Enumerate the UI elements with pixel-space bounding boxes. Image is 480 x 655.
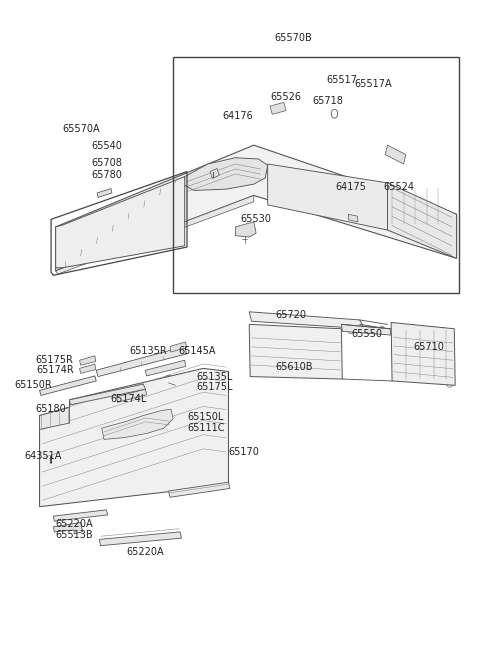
Polygon shape [56,225,62,271]
Text: 65174R: 65174R [36,365,73,375]
Polygon shape [145,360,186,376]
Text: 65513B: 65513B [56,530,93,540]
Polygon shape [348,214,358,222]
Text: 65550: 65550 [351,329,382,339]
Circle shape [394,329,400,338]
Polygon shape [210,168,219,178]
Polygon shape [391,322,455,385]
Polygon shape [117,389,146,402]
Text: 65135R: 65135R [129,346,167,356]
Text: 65540: 65540 [92,141,122,151]
Circle shape [48,452,54,461]
Text: 65170: 65170 [228,447,259,457]
Text: 65220A: 65220A [127,547,164,557]
Circle shape [211,174,215,179]
Text: 65175L: 65175L [197,383,233,392]
Text: 65526: 65526 [271,92,301,102]
Text: 65780: 65780 [92,170,122,180]
Polygon shape [56,145,456,271]
Circle shape [348,326,353,334]
Text: 65718: 65718 [312,96,343,106]
Text: 65135L: 65135L [197,372,233,382]
Polygon shape [387,183,456,258]
Text: 65111C: 65111C [187,423,225,433]
Polygon shape [168,482,230,497]
Text: 65175R: 65175R [36,355,74,365]
Circle shape [446,379,453,387]
Text: 65145A: 65145A [178,346,216,356]
Circle shape [331,109,338,118]
Text: 65180: 65180 [36,403,66,413]
Text: 65530: 65530 [240,214,272,225]
Bar [173,57,459,293]
Polygon shape [102,409,173,440]
Text: 65720: 65720 [275,310,306,320]
Text: 65517: 65517 [326,75,357,85]
Polygon shape [80,364,96,373]
Text: 65570A: 65570A [62,124,100,134]
Polygon shape [39,368,228,507]
Polygon shape [235,222,256,237]
Polygon shape [99,532,181,546]
Text: 65150R: 65150R [15,380,52,390]
Polygon shape [39,407,70,430]
Polygon shape [56,177,185,268]
Circle shape [366,326,372,334]
Text: 64176: 64176 [222,111,253,121]
Circle shape [208,466,216,477]
Polygon shape [39,376,96,396]
Text: 65220A: 65220A [56,519,93,529]
Polygon shape [182,158,268,191]
Ellipse shape [277,341,304,358]
Text: 65174L: 65174L [110,394,147,403]
Polygon shape [270,102,286,115]
Polygon shape [341,324,391,335]
Polygon shape [170,342,187,352]
Circle shape [88,473,96,484]
Text: 65710: 65710 [413,342,444,352]
Polygon shape [53,523,83,534]
Ellipse shape [102,221,143,248]
Polygon shape [97,189,112,197]
Ellipse shape [314,185,332,199]
Polygon shape [249,324,342,379]
Text: 65708: 65708 [92,158,122,168]
Polygon shape [70,384,145,405]
Circle shape [379,326,384,334]
Polygon shape [80,356,96,365]
Text: 65517A: 65517A [355,79,393,88]
Polygon shape [268,164,387,230]
Text: 65150L: 65150L [187,412,223,422]
Polygon shape [385,145,406,164]
Text: 64351A: 64351A [24,451,61,460]
Polygon shape [96,346,187,377]
Text: 65524: 65524 [384,181,414,192]
Polygon shape [249,312,364,329]
Circle shape [180,472,189,483]
Text: 65610B: 65610B [276,362,313,372]
Text: 65570B: 65570B [274,33,312,43]
Polygon shape [53,510,108,521]
Polygon shape [56,195,254,274]
Text: 64175: 64175 [335,181,366,192]
Circle shape [51,460,60,472]
Circle shape [163,375,174,390]
